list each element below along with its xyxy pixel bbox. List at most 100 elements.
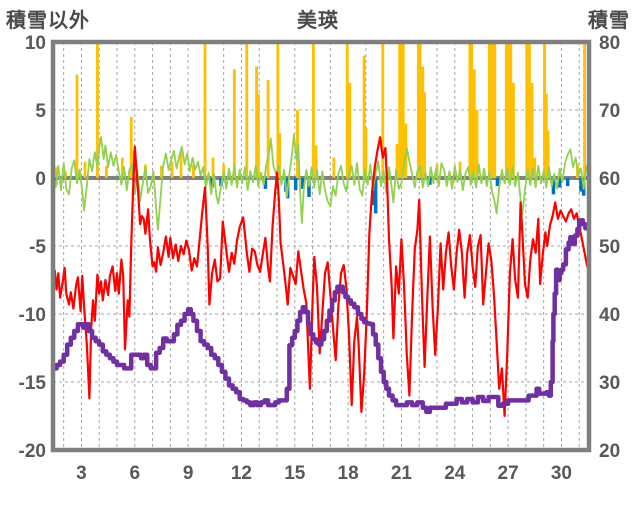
orange-snowfall-bars-bar — [256, 93, 260, 178]
orange-snowfall-bars-bar — [418, 42, 422, 178]
left-axis-tick: 10 — [25, 33, 46, 54]
blue-bars-bar — [301, 178, 305, 189]
left-axis-tick: 5 — [35, 101, 46, 122]
orange-snowfall-bars-bar — [509, 42, 513, 178]
orange-snowfall-bars-bar — [278, 133, 282, 178]
left-axis-tick: 0 — [35, 169, 46, 190]
right-axis-tick: 70 — [599, 101, 620, 122]
orange-snowfall-bars-bar — [192, 164, 195, 178]
blue-bars-bar — [372, 178, 376, 206]
orange-snowfall-bars-bar — [332, 157, 336, 178]
orange-snowfall-bars-bar — [345, 42, 349, 178]
orange-snowfall-bars-bar — [381, 42, 385, 178]
orange-snowfall-bars-bar — [75, 74, 79, 178]
right-axis-tick: 50 — [599, 237, 620, 258]
orange-snowfall-bars-bar — [395, 144, 399, 178]
blue-bars-bar — [579, 178, 583, 192]
right-axis-tick: 60 — [599, 169, 620, 190]
right-axis-tick: 20 — [599, 441, 620, 462]
blue-bars-bar — [495, 178, 500, 187]
x-axis-tick: 3 — [76, 463, 87, 484]
orange-snowfall-bars-bar — [348, 82, 352, 178]
blue-bars-bar — [428, 178, 432, 185]
orange-snowfall-bars-bar — [472, 69, 476, 178]
orange-snowfall-bars-bar — [255, 66, 258, 178]
orange-snowfall-bars-bar — [400, 42, 403, 178]
orange-snowfall-bars-bar — [314, 145, 318, 178]
orange-snowfall-bars-bar — [398, 42, 402, 178]
x-axis-tick: 30 — [551, 463, 572, 484]
orange-snowfall-bars-bar — [129, 116, 133, 178]
orange-snowfall-bars-bar — [530, 82, 534, 178]
orange-snowfall-bars-bar — [512, 82, 515, 178]
x-axis-tick: 15 — [284, 463, 306, 484]
orange-snowfall-bars-bar — [544, 93, 548, 178]
left-axis-tick: -10 — [19, 305, 46, 326]
x-axis-tick: 27 — [498, 463, 519, 484]
blue-bars-bar — [307, 178, 311, 198]
blue-bars-bar — [551, 178, 556, 195]
green-line — [53, 133, 589, 231]
chart-title: 美瑛 — [297, 10, 339, 32]
purple-snowdepth-line — [53, 217, 589, 415]
orange-snowfall-bars-bar — [170, 161, 174, 178]
orange-snowfall-bars-bar — [104, 165, 108, 178]
right-axis-title: 積雪 — [588, 10, 630, 32]
right-axis-tick: 30 — [599, 373, 620, 394]
orange-snowfall-bars-bar — [401, 42, 405, 178]
orange-snowfall-bars-bar — [83, 161, 87, 178]
x-axis-tick: 24 — [444, 463, 466, 484]
orange-snowfall-bars-bar — [488, 42, 491, 178]
series-layer — [53, 42, 589, 418]
orange-snowfall-bars-bar — [211, 157, 215, 178]
blue-bars-bar — [557, 178, 562, 188]
orange-snowfall-bars-bar — [245, 42, 249, 178]
orange-snowfall-bars-bar — [468, 42, 472, 178]
orange-snowfall-bars-bar — [490, 42, 494, 178]
orange-snowfall-bars-bar — [493, 42, 497, 178]
red-temperature-line — [53, 136, 589, 418]
orange-snowfall-bars-bar — [362, 55, 366, 178]
x-axis-tick: 12 — [231, 463, 252, 484]
orange-snowfall-bars-bar — [470, 42, 474, 178]
orange-snowfall-bars-bar — [533, 157, 537, 178]
orange-snowfall-bars-bar — [120, 157, 124, 178]
right-axis-tick: 80 — [599, 33, 620, 54]
x-axis-tick: 9 — [183, 463, 194, 484]
orange-snowfall-bars-bar — [546, 130, 550, 178]
left-axis-title: 積雪以外 — [6, 10, 90, 32]
orange-snowfall-bars-bar — [583, 42, 586, 178]
orange-snowfall-bars-bar — [543, 42, 546, 178]
orange-snowfall-bars-bar — [364, 127, 368, 178]
orange-snowfall-bars-bar — [506, 42, 510, 178]
left-axis-tick: -5 — [29, 237, 46, 258]
right-axis-tick: 40 — [599, 305, 620, 326]
plot-border — [50, 39, 592, 453]
orange-snowfall-bars-bar — [232, 69, 236, 178]
orange-snowfall-bars-bar — [203, 42, 207, 178]
orange-snowfall-bars-bar — [179, 150, 183, 178]
orange-snowfall-bars-bar — [266, 80, 270, 178]
blue-bars-bar — [565, 178, 570, 187]
orange-snowfall-bars-bar — [55, 167, 58, 178]
left-axis-tick: -15 — [19, 373, 47, 394]
orange-snowfall-bars-bar — [312, 42, 315, 178]
blue-bars-bar — [263, 178, 268, 189]
orange-snowfall-bars-bar — [525, 42, 529, 178]
blue-bars-bar — [293, 178, 298, 191]
orange-snowfall-bars-bar — [423, 92, 426, 178]
orange-snowfall-bars-bar — [416, 42, 420, 178]
blue-bars-bar — [373, 178, 378, 214]
x-axis-tick: 21 — [391, 463, 413, 484]
orange-snowfall-bars-bar — [160, 165, 163, 178]
x-axis-tick: 6 — [129, 463, 140, 484]
x-axis-tick: 18 — [338, 463, 359, 484]
orange-snowfall-bars-bar — [276, 42, 280, 178]
orange-snowfall-bars-bar — [504, 42, 508, 178]
orange-snowfall-bars-bar — [528, 42, 531, 178]
left-axis-tick: -20 — [19, 441, 46, 462]
orange-snowfall-bars-bar — [475, 110, 479, 178]
